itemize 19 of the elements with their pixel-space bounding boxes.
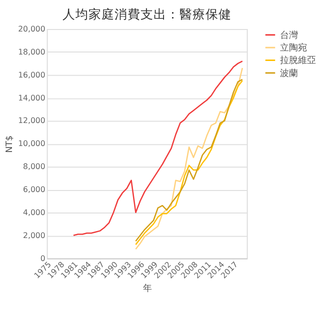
y-tick-label: 0 — [40, 254, 46, 263]
x-axis-title: 年 — [142, 283, 152, 294]
y-tick-label: 18,000 — [18, 47, 46, 56]
y-tick-label: 12,000 — [18, 116, 46, 126]
y-tick-label: 16,000 — [18, 70, 46, 80]
y-tick-label: 6,000 — [23, 184, 46, 194]
legend-label: 台灣 — [280, 30, 298, 41]
y-tick-label: 4,000 — [23, 208, 46, 217]
legend-label: 拉脫維亞 — [280, 55, 316, 66]
y-tick-label: 14,000 — [18, 93, 46, 102]
line-series — [72, 60, 244, 236]
chart-title: 人均家庭消費支出：醫療保健 — [62, 6, 232, 22]
y-tick-label: 8,000 — [23, 162, 46, 172]
legend-label: 波蘭 — [280, 68, 298, 79]
y-axis-title: NT$ — [5, 135, 16, 153]
y-tick-label: 10,000 — [18, 139, 46, 148]
y-tick-label: 2,000 — [23, 230, 46, 240]
y-tick-label: 20,000 — [18, 24, 46, 34]
legend-label: 立陶宛 — [280, 42, 307, 54]
